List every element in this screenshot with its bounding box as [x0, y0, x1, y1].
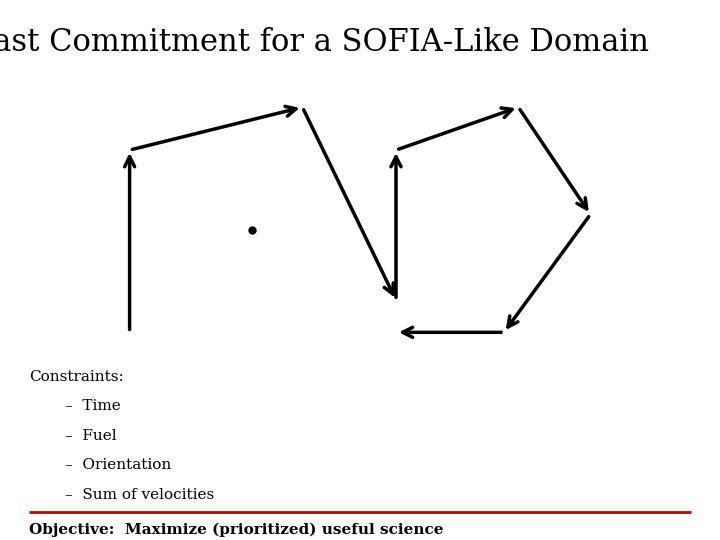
Text: Least Commitment for a SOFIA-Like Domain: Least Commitment for a SOFIA-Like Domain — [0, 27, 649, 58]
Text: –  Time: – Time — [65, 399, 120, 413]
Text: –  Fuel: – Fuel — [65, 429, 117, 443]
Text: Constraints:: Constraints: — [29, 370, 124, 384]
Text: –  Orientation: – Orientation — [65, 458, 171, 472]
Text: –  Sum of velocities: – Sum of velocities — [65, 488, 214, 502]
Text: Objective:  Maximize (prioritized) useful science: Objective: Maximize (prioritized) useful… — [29, 523, 444, 537]
